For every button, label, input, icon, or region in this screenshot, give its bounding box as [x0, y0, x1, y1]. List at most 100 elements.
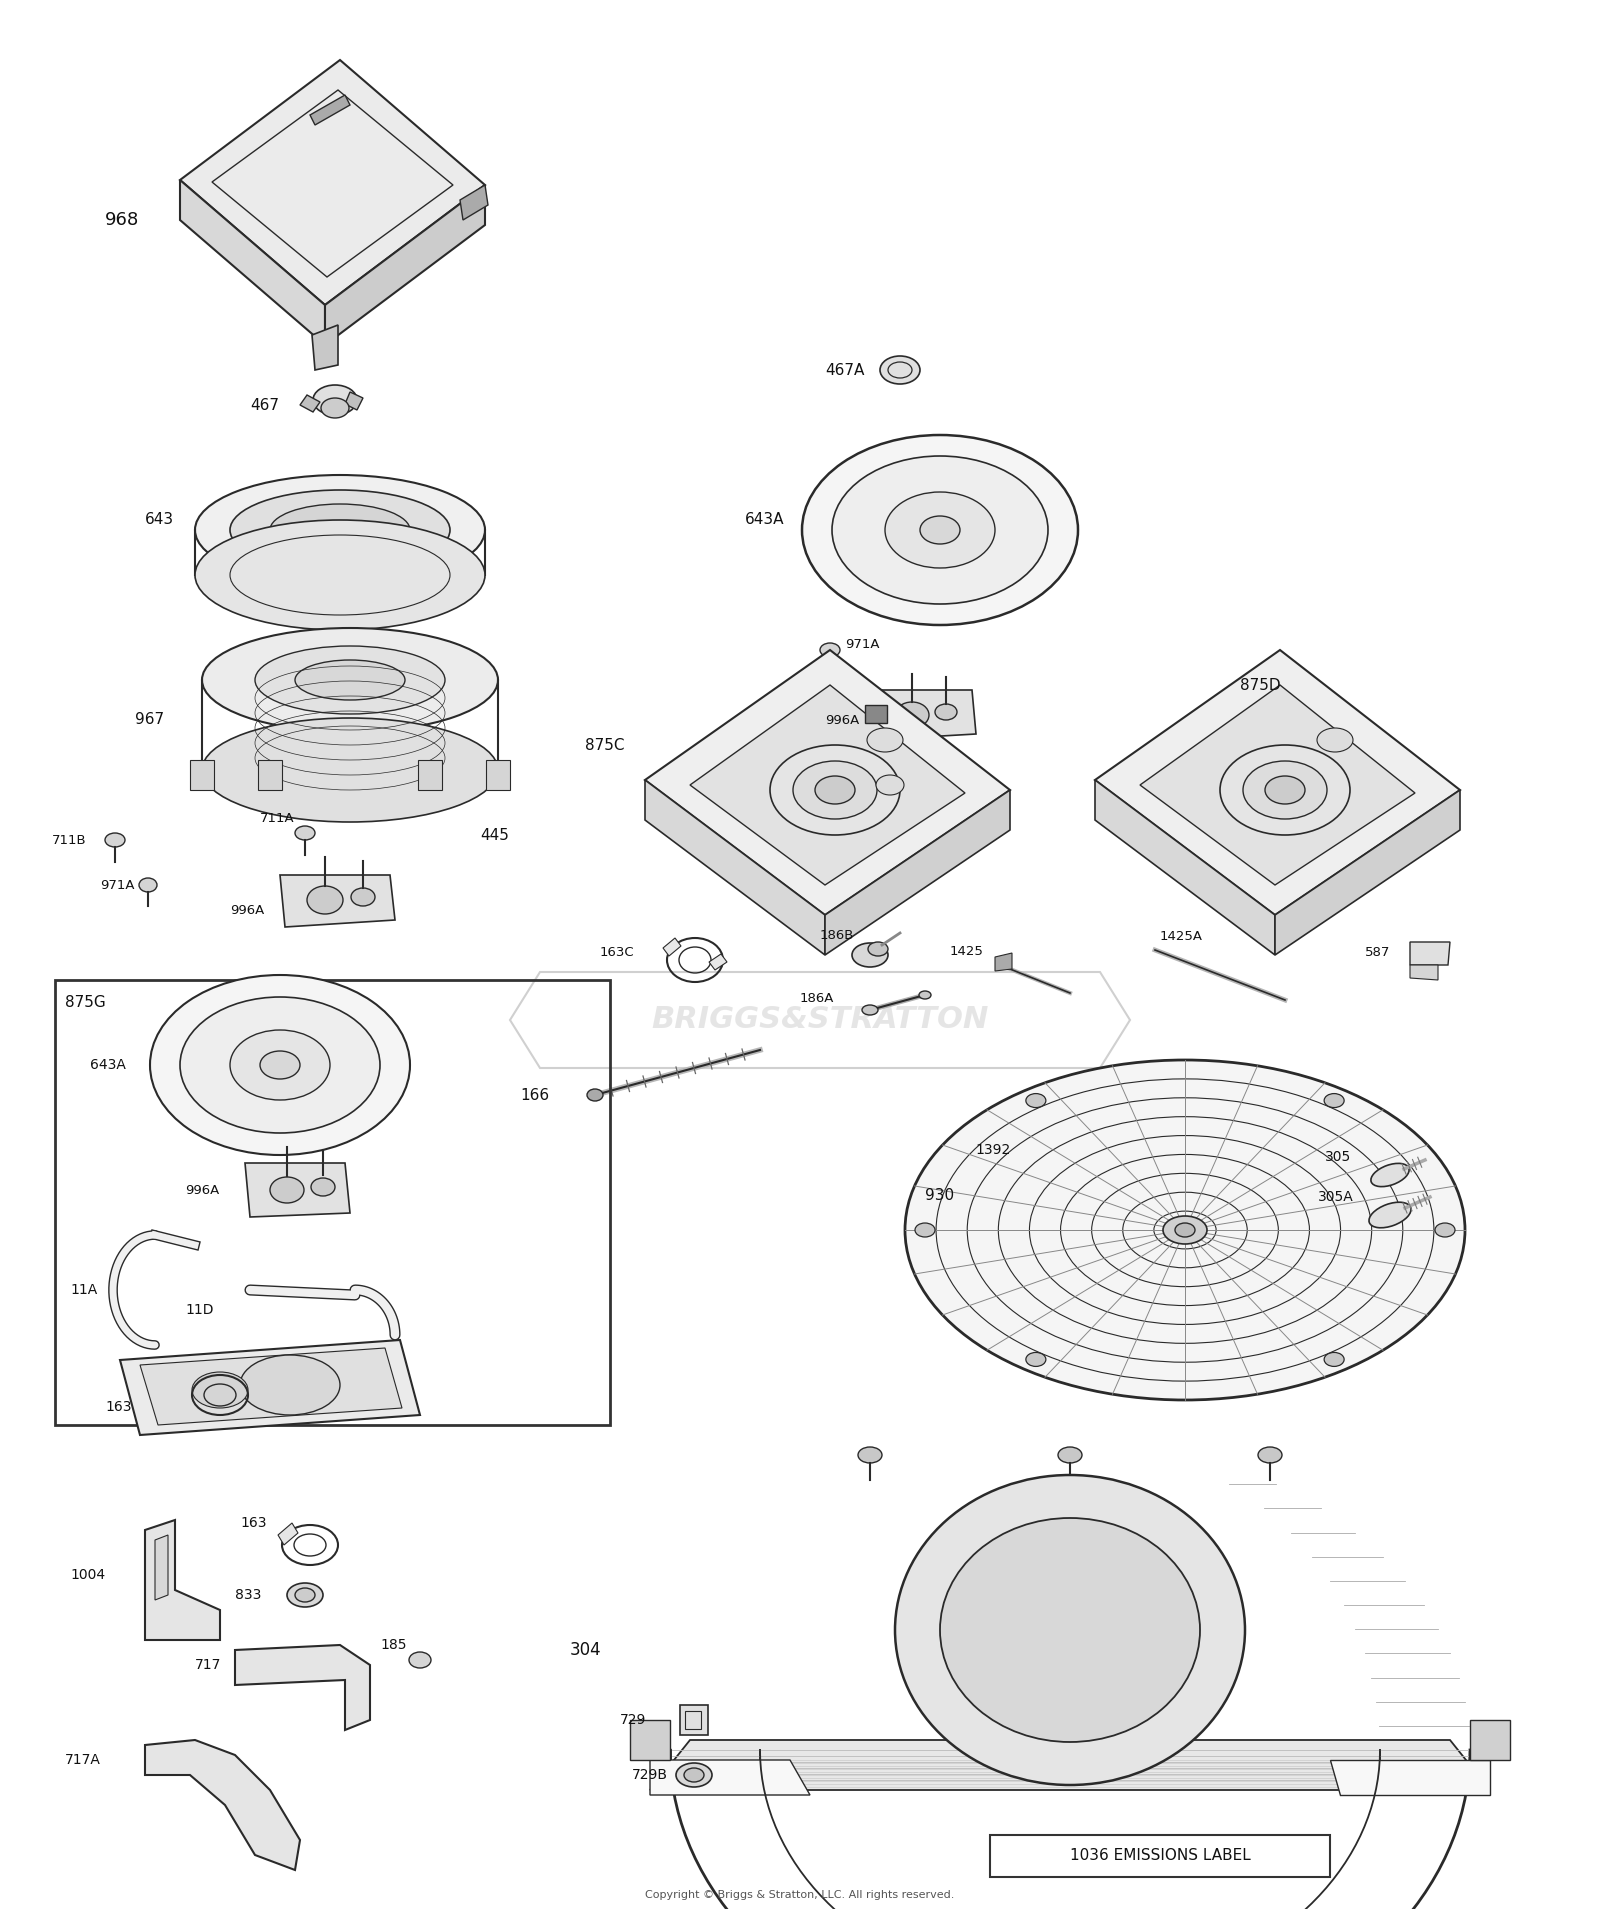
Ellipse shape — [106, 832, 125, 848]
Text: 643: 643 — [146, 512, 174, 527]
Bar — [990, 1835, 1330, 1877]
Text: 971A: 971A — [99, 878, 134, 892]
Ellipse shape — [915, 1224, 934, 1237]
Ellipse shape — [1050, 1138, 1082, 1163]
Text: 587: 587 — [1365, 945, 1390, 958]
Text: 996A: 996A — [230, 903, 264, 916]
Polygon shape — [346, 391, 363, 410]
Polygon shape — [278, 1523, 298, 1544]
Text: 185: 185 — [381, 1638, 406, 1651]
Text: 163: 163 — [240, 1516, 267, 1529]
Ellipse shape — [270, 504, 410, 556]
Polygon shape — [995, 953, 1013, 972]
Ellipse shape — [202, 718, 498, 823]
Ellipse shape — [150, 975, 410, 1155]
Text: 875C: 875C — [586, 737, 624, 752]
Text: 166: 166 — [520, 1088, 549, 1103]
Polygon shape — [486, 760, 510, 790]
Text: 643A: 643A — [746, 512, 784, 527]
Ellipse shape — [410, 1651, 430, 1668]
Ellipse shape — [350, 888, 374, 907]
Ellipse shape — [1325, 1094, 1344, 1107]
Text: 11A: 11A — [70, 1283, 98, 1296]
Ellipse shape — [139, 878, 157, 892]
Ellipse shape — [192, 1373, 248, 1409]
Polygon shape — [690, 685, 965, 886]
Polygon shape — [709, 954, 726, 970]
Ellipse shape — [1163, 1216, 1206, 1245]
Ellipse shape — [1435, 1224, 1454, 1237]
Polygon shape — [1275, 790, 1459, 954]
Ellipse shape — [814, 775, 854, 804]
Ellipse shape — [1221, 745, 1350, 834]
Polygon shape — [1330, 1760, 1490, 1794]
Text: 971A: 971A — [845, 638, 880, 651]
Text: 445: 445 — [480, 827, 509, 842]
Polygon shape — [418, 760, 442, 790]
Text: 305A: 305A — [1318, 1189, 1354, 1205]
Polygon shape — [146, 1739, 301, 1871]
Text: 875D: 875D — [1240, 678, 1280, 693]
Polygon shape — [650, 1760, 810, 1794]
Text: 643A: 643A — [90, 1058, 126, 1073]
Ellipse shape — [270, 1178, 304, 1203]
Text: 729: 729 — [621, 1712, 646, 1728]
Ellipse shape — [294, 827, 315, 840]
Ellipse shape — [259, 1052, 301, 1079]
Polygon shape — [146, 1520, 221, 1640]
Ellipse shape — [675, 1764, 712, 1787]
Text: 996A: 996A — [826, 714, 859, 727]
Ellipse shape — [286, 1583, 323, 1607]
Polygon shape — [662, 937, 682, 956]
Polygon shape — [190, 760, 214, 790]
Text: 717: 717 — [195, 1659, 221, 1672]
Ellipse shape — [934, 704, 957, 720]
Text: 968: 968 — [106, 212, 139, 229]
Polygon shape — [301, 395, 320, 412]
Text: 711A: 711A — [259, 811, 294, 825]
Ellipse shape — [920, 515, 960, 544]
Polygon shape — [1139, 685, 1414, 886]
Polygon shape — [179, 59, 485, 305]
Text: 186B: 186B — [819, 928, 854, 941]
Text: 875G: 875G — [66, 995, 106, 1010]
Polygon shape — [1470, 1720, 1510, 1760]
Ellipse shape — [1317, 727, 1354, 752]
Text: 717A: 717A — [66, 1752, 101, 1768]
Polygon shape — [826, 790, 1010, 954]
Ellipse shape — [240, 1355, 339, 1415]
Ellipse shape — [819, 643, 840, 657]
Polygon shape — [310, 95, 350, 124]
Bar — [54, 979, 610, 1424]
Ellipse shape — [1258, 1447, 1282, 1462]
Ellipse shape — [587, 1088, 603, 1101]
Ellipse shape — [770, 745, 899, 834]
Polygon shape — [189, 1373, 208, 1395]
Polygon shape — [312, 325, 338, 370]
Text: 1004: 1004 — [70, 1567, 106, 1583]
Polygon shape — [461, 185, 488, 220]
Polygon shape — [1094, 781, 1275, 954]
Polygon shape — [245, 1163, 350, 1218]
Text: 1392: 1392 — [974, 1143, 1010, 1157]
Ellipse shape — [685, 1768, 704, 1781]
Ellipse shape — [867, 941, 888, 956]
Ellipse shape — [322, 397, 349, 418]
Ellipse shape — [1325, 1352, 1344, 1367]
Ellipse shape — [858, 1447, 882, 1462]
Text: 1036 EMISSIONS LABEL: 1036 EMISSIONS LABEL — [1070, 1848, 1250, 1863]
Polygon shape — [645, 649, 1010, 914]
Polygon shape — [280, 874, 395, 928]
Ellipse shape — [1266, 775, 1306, 804]
Text: 11D: 11D — [186, 1304, 213, 1317]
Text: BRIGGS&STRATTON: BRIGGS&STRATTON — [651, 1006, 989, 1035]
Ellipse shape — [195, 519, 485, 630]
Ellipse shape — [254, 645, 445, 714]
Text: 467A: 467A — [826, 363, 864, 378]
Ellipse shape — [894, 1476, 1245, 1785]
Ellipse shape — [906, 1059, 1466, 1399]
Ellipse shape — [1174, 1224, 1195, 1237]
Ellipse shape — [941, 1518, 1200, 1743]
Polygon shape — [650, 1739, 1490, 1791]
Ellipse shape — [1026, 1352, 1046, 1367]
